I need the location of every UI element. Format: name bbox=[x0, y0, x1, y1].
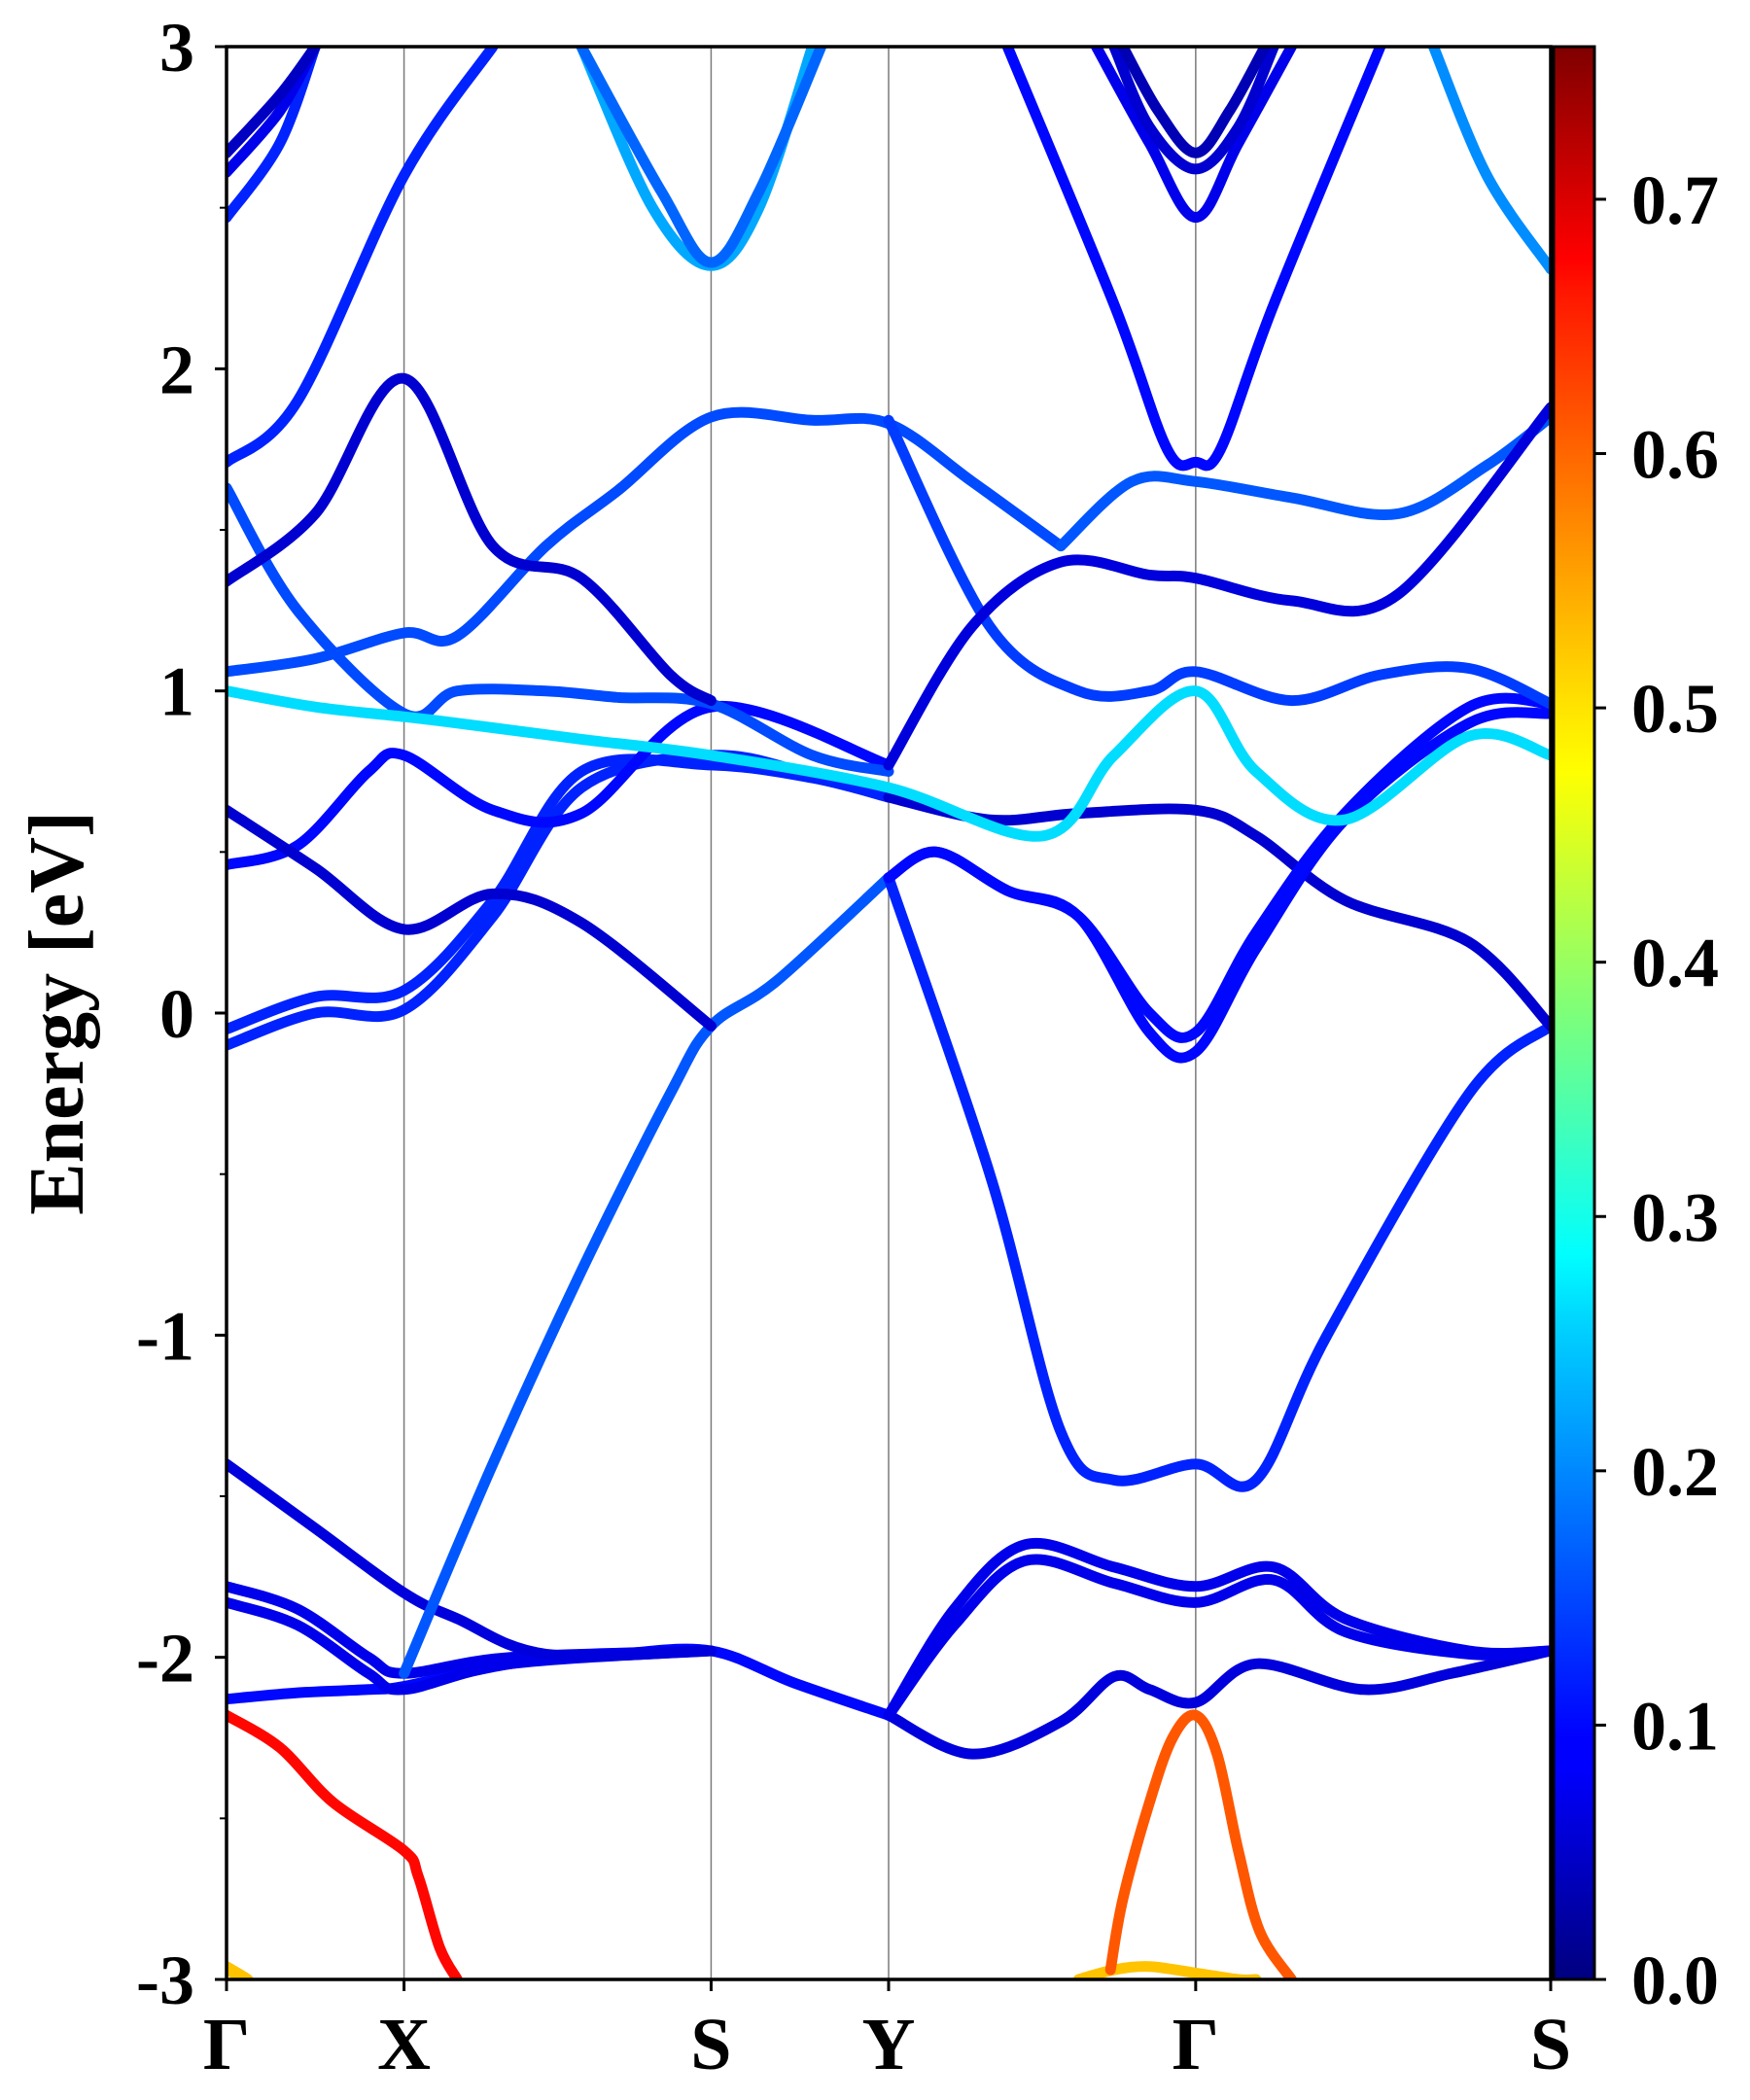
y-tick-labels: -3 -2 -1 0 1 2 3 bbox=[136, 9, 194, 2019]
plot-frame bbox=[225, 45, 1553, 1981]
x-tick-label: S bbox=[1530, 2004, 1571, 2085]
colorbar-tick-label: 0.4 bbox=[1631, 925, 1719, 1002]
band-17-line bbox=[227, 804, 717, 1032]
band-4-line bbox=[1104, 1709, 1297, 1979]
colorbar-tick-label: 0.0 bbox=[1631, 1942, 1719, 2019]
band-15-line bbox=[883, 872, 1551, 1492]
band-25-line bbox=[227, 372, 717, 707]
x-tick-label: Γ bbox=[203, 2004, 250, 2085]
colorbar-tick-label: 0.6 bbox=[1631, 416, 1719, 494]
axis-ticks bbox=[215, 45, 1553, 1991]
x-tick-label: Γ bbox=[1172, 2004, 1219, 2085]
band-20-line bbox=[883, 707, 1551, 1064]
y-tick-label: 3 bbox=[159, 9, 194, 87]
y-tick-label: 1 bbox=[159, 653, 194, 731]
band-2-line bbox=[227, 1709, 463, 1979]
x-tick-label: Y bbox=[862, 2004, 916, 2085]
band-24-line bbox=[883, 414, 1551, 710]
band-13-line bbox=[227, 753, 894, 1035]
y-tick-label: -1 bbox=[136, 1297, 194, 1375]
band-1-line bbox=[227, 1961, 254, 1979]
band-30-line bbox=[1001, 47, 1386, 472]
colorbar-ticks: 0.0 0.1 0.2 0.3 0.4 0.5 0.6 0.7 bbox=[1594, 161, 1719, 2019]
colorbar-tick-label: 0.5 bbox=[1631, 670, 1719, 748]
band-9-line bbox=[227, 1458, 717, 1662]
y-tick-label: -2 bbox=[136, 1620, 194, 1698]
colorbar-tick-label: 0.2 bbox=[1631, 1433, 1719, 1511]
band-27-line bbox=[227, 47, 499, 468]
band-16-line bbox=[227, 700, 894, 871]
colorbar bbox=[1554, 47, 1594, 1979]
band-32-line bbox=[1108, 47, 1279, 175]
band-11-line bbox=[883, 1554, 1551, 1721]
band-12-line bbox=[399, 872, 894, 1679]
y-axis-label: Energy [eV] bbox=[15, 811, 100, 1214]
band-29-line bbox=[576, 47, 827, 268]
colorbar-frame bbox=[1552, 45, 1596, 1981]
band-lines bbox=[227, 47, 1551, 1979]
colorbar-tick-label: 0.7 bbox=[1631, 161, 1719, 239]
y-tick-label: 2 bbox=[159, 331, 194, 408]
band-22-line bbox=[1055, 411, 1551, 552]
band-10-line bbox=[883, 1537, 1551, 1721]
y-tick-label: -3 bbox=[136, 1942, 194, 2019]
x-tick-label: S bbox=[690, 2004, 731, 2085]
colorbar-tick-label: 0.1 bbox=[1631, 1687, 1719, 1765]
band-18-line bbox=[883, 791, 1551, 1032]
band-23-line bbox=[227, 482, 894, 777]
band-33-line bbox=[1117, 47, 1271, 158]
band-34-line bbox=[1428, 47, 1551, 275]
band-31-line bbox=[1091, 47, 1297, 224]
x-tick-label: X bbox=[377, 2004, 431, 2085]
band-21-line bbox=[227, 406, 1067, 678]
band-37-line bbox=[227, 47, 321, 158]
band-6-line bbox=[883, 1645, 1551, 1760]
band-26-line bbox=[883, 402, 1551, 771]
y-tick-label: 0 bbox=[159, 975, 194, 1053]
colorbar-tick-label: 0.3 bbox=[1631, 1178, 1719, 1256]
band-38-line bbox=[227, 685, 1551, 842]
